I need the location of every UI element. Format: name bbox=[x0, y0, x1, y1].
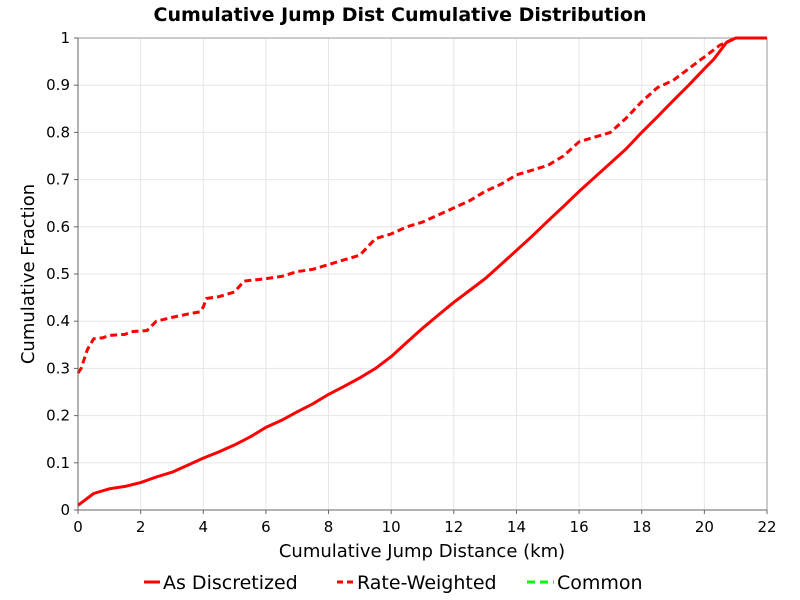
x-tick-label-4: 8 bbox=[324, 518, 334, 536]
legend-label-as-discretized: As Discretized bbox=[163, 572, 298, 594]
y-tick-label-4: 0.4 bbox=[46, 312, 70, 330]
x-tick-label-10: 20 bbox=[695, 518, 714, 536]
x-axis-label: Cumulative Jump Distance (km) bbox=[279, 541, 565, 562]
series-line-rate-weighted bbox=[76, 36, 767, 374]
chart-title: Cumulative Jump Dist Cumulative Distribu… bbox=[154, 4, 647, 26]
x-tick-label-0: 0 bbox=[73, 518, 83, 536]
x-tick-label-9: 18 bbox=[632, 518, 651, 536]
y-tick-label-7: 0.7 bbox=[46, 171, 70, 189]
x-tick-label-7: 14 bbox=[507, 518, 526, 536]
x-axis-ticks: 0 2 4 6 8 10 12 14 16 18 20 22 bbox=[73, 510, 777, 536]
x-tick-label-5: 10 bbox=[382, 518, 401, 536]
x-tick-label-3: 6 bbox=[261, 518, 271, 536]
legend-label-common: Common bbox=[557, 572, 643, 594]
y-tick-label-8: 0.8 bbox=[46, 123, 70, 141]
series-layer bbox=[76, 36, 767, 507]
y-tick-label-0: 0 bbox=[60, 501, 70, 519]
y-tick-label-6: 0.6 bbox=[46, 218, 70, 236]
y-tick-label-2: 0.2 bbox=[46, 407, 70, 425]
y-axis-label: Cumulative Fraction bbox=[18, 184, 39, 364]
x-tick-label-1: 2 bbox=[136, 518, 146, 536]
legend-item-common: Common bbox=[527, 572, 643, 594]
y-tick-label-5: 0.5 bbox=[46, 265, 70, 283]
legend-label-rate-weighted: Rate-Weighted bbox=[357, 572, 497, 594]
legend: As Discretized Rate-Weighted Common bbox=[144, 572, 643, 594]
legend-item-rate-weighted: Rate-Weighted bbox=[337, 572, 497, 594]
x-tick-label-8: 16 bbox=[570, 518, 589, 536]
y-tick-label-10: 1 bbox=[60, 29, 70, 47]
y-tick-label-1: 0.1 bbox=[46, 454, 70, 472]
y-tick-label-9: 0.9 bbox=[46, 76, 70, 94]
y-axis-ticks: 0 0.1 0.2 0.3 0.4 0.5 0.6 0.7 0.8 0.9 1 bbox=[46, 29, 78, 519]
y-tick-label-3: 0.3 bbox=[46, 359, 70, 377]
legend-item-as-discretized: As Discretized bbox=[144, 572, 298, 594]
x-tick-label-2: 4 bbox=[198, 518, 208, 536]
x-tick-label-6: 12 bbox=[444, 518, 463, 536]
series-line-as-discretized bbox=[77, 36, 767, 507]
x-tick-label-11: 22 bbox=[757, 518, 776, 536]
